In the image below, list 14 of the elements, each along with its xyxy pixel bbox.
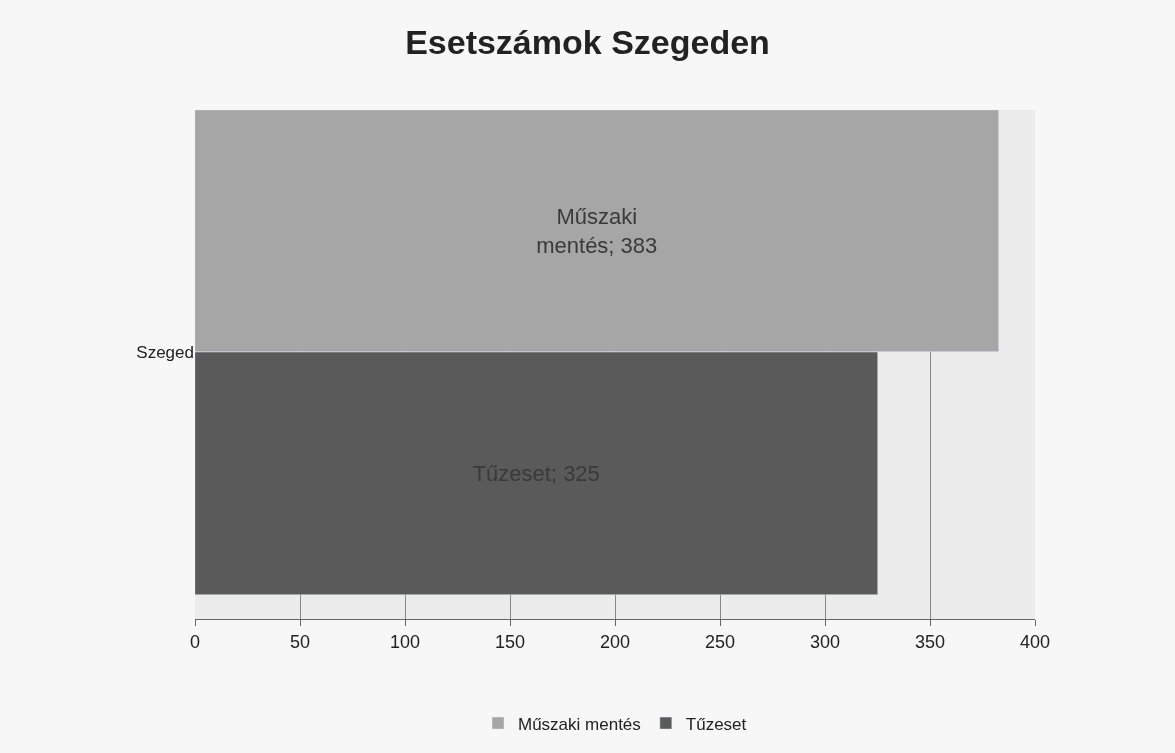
legend-label: Műszaki mentés bbox=[518, 714, 641, 734]
x-tick-label: 400 bbox=[1019, 631, 1051, 652]
x-tick-label: 300 bbox=[809, 631, 841, 652]
legend-label: Tűzeset bbox=[685, 714, 747, 734]
y-tick-label: Szeged bbox=[136, 343, 194, 363]
x-tick-label: 150 bbox=[494, 631, 526, 652]
chart-title: Esetszámok Szegeden bbox=[405, 22, 770, 61]
x-tick-label: 0 bbox=[189, 631, 201, 652]
x-tick-label: 200 bbox=[599, 631, 631, 652]
x-tick-label: 350 bbox=[914, 631, 946, 652]
x-tick-label: 250 bbox=[704, 631, 736, 652]
data-label: Műszaki mentés; 383 bbox=[536, 203, 658, 258]
x-tick-label: 50 bbox=[289, 631, 311, 652]
x-tick-label: 100 bbox=[389, 631, 421, 652]
